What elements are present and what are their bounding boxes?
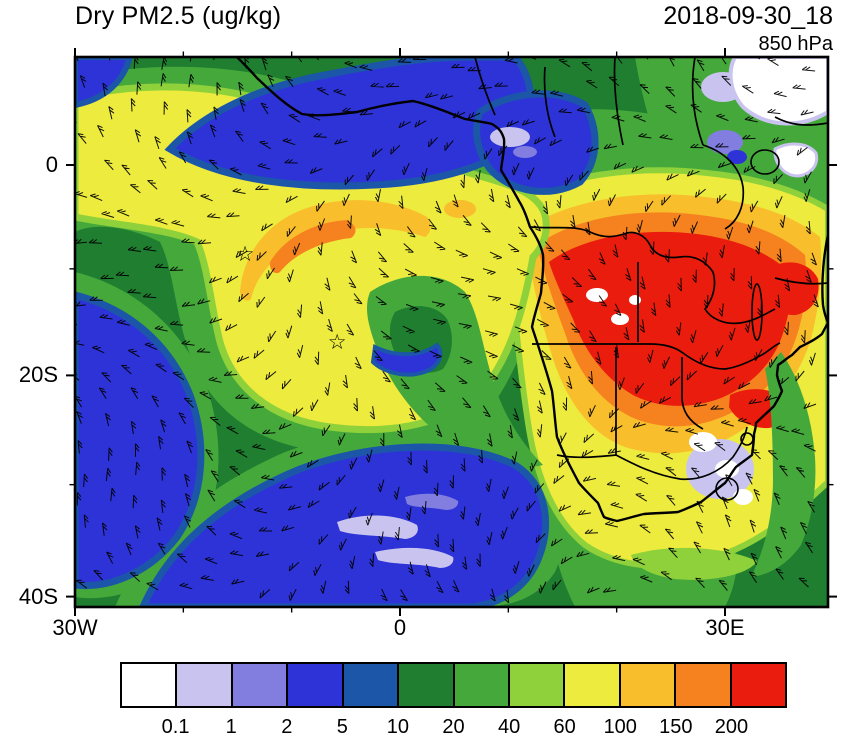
- colorbar-label: 0.1: [161, 716, 190, 738]
- star-icon: ☆: [236, 242, 255, 266]
- colorbar-cell-6: [452, 664, 508, 706]
- field-orange-crescent-core: [269, 220, 356, 274]
- colorbar-cell-11: [729, 664, 786, 706]
- y-axis-label: 0: [45, 152, 58, 177]
- colorbar: [120, 662, 787, 708]
- field-lavender-gulf: [490, 127, 530, 147]
- eswatini-border: [740, 432, 754, 446]
- field-white-topright-spot: [773, 142, 819, 178]
- plot-datetime: 2018-09-30_18: [663, 2, 833, 30]
- field-green-east-coast: [751, 352, 816, 577]
- lake-victoria-outline: [750, 149, 780, 175]
- field-white-hole-in-red-3: [629, 295, 641, 305]
- colorbar-cell-8: [563, 664, 619, 706]
- smoke-source-markers: ☆☆: [236, 242, 347, 354]
- x-axis-label: 30W: [52, 615, 98, 640]
- field-violet-gulf: [513, 146, 537, 158]
- colorbar-cell-7: [507, 664, 564, 706]
- field-white-topright: [728, 57, 828, 126]
- plot-title: Dry PM2.5 (ug/kg): [75, 2, 282, 30]
- pm25-field: [75, 57, 828, 607]
- field-blue-eastafrica-spot: [727, 150, 747, 164]
- field-blue-west-band: [75, 291, 205, 590]
- colorbar-label: 100: [603, 716, 637, 738]
- plot-frame: [73, 55, 830, 609]
- colorbar-label: 200: [714, 716, 749, 738]
- field-red-east-lobe: [767, 262, 819, 316]
- colorbar-cell-5: [397, 664, 453, 706]
- colorbar-cell-1: [175, 664, 231, 706]
- coastline: [236, 57, 828, 523]
- field-lavender-streak-2: [375, 547, 454, 568]
- field-white-se-spot-3: [733, 489, 753, 505]
- colorbar-cell-10: [674, 664, 730, 706]
- x-axis-label: 30E: [705, 615, 745, 640]
- colorbar-label: 150: [659, 716, 693, 738]
- colorbar-label: 2: [281, 716, 293, 738]
- field-white-se-spot-2: [715, 460, 739, 478]
- wind-barbs: [75, 57, 819, 604]
- colorbar-cell-4: [341, 664, 398, 706]
- field-white-hole-in-red-1: [586, 288, 608, 302]
- lakes: [715, 149, 780, 501]
- field-amber-crescent: [240, 200, 431, 301]
- map-overlays: ☆☆: [75, 57, 828, 604]
- field-blue-gulf-of-guinea: [473, 90, 599, 195]
- colorbar-label: 1: [225, 716, 237, 738]
- pressure-level: 850 hPa: [758, 33, 833, 55]
- colorbar-cell-9: [618, 664, 675, 706]
- colorbar-cell-2: [230, 664, 287, 706]
- colorbar-label: 10: [386, 716, 410, 738]
- field-white-se-spot-1: [689, 432, 717, 452]
- field-violet-eastafrica: [707, 130, 743, 154]
- field-blue-swirl-sliver: [370, 342, 443, 377]
- y-axis-label: 40S: [18, 583, 58, 609]
- axis-ticks: [66, 48, 837, 616]
- colorbar-label: 40: [497, 716, 521, 738]
- star-icon: ☆: [328, 330, 347, 354]
- colorbar-label: 60: [553, 716, 576, 738]
- colorbar-cell-0: [122, 664, 176, 706]
- field-white-hole-in-red-2: [611, 313, 629, 325]
- x-axis-label: 0: [393, 615, 407, 640]
- field-blue-topleft-corner: [75, 57, 134, 109]
- colorbar-label: 20: [442, 716, 465, 738]
- colorbar-label: 5: [336, 716, 348, 738]
- colorbar-cell-3: [286, 664, 342, 706]
- field-lavender-streak-1: [337, 515, 418, 539]
- y-axis-label: 20S: [18, 362, 58, 388]
- map-plot: ☆☆: [66, 48, 837, 616]
- field-amber-spot: [444, 200, 476, 218]
- lake-malawi-outline: [751, 283, 763, 341]
- field-violet-streak: [405, 493, 459, 510]
- field-red-maximum: [549, 231, 791, 406]
